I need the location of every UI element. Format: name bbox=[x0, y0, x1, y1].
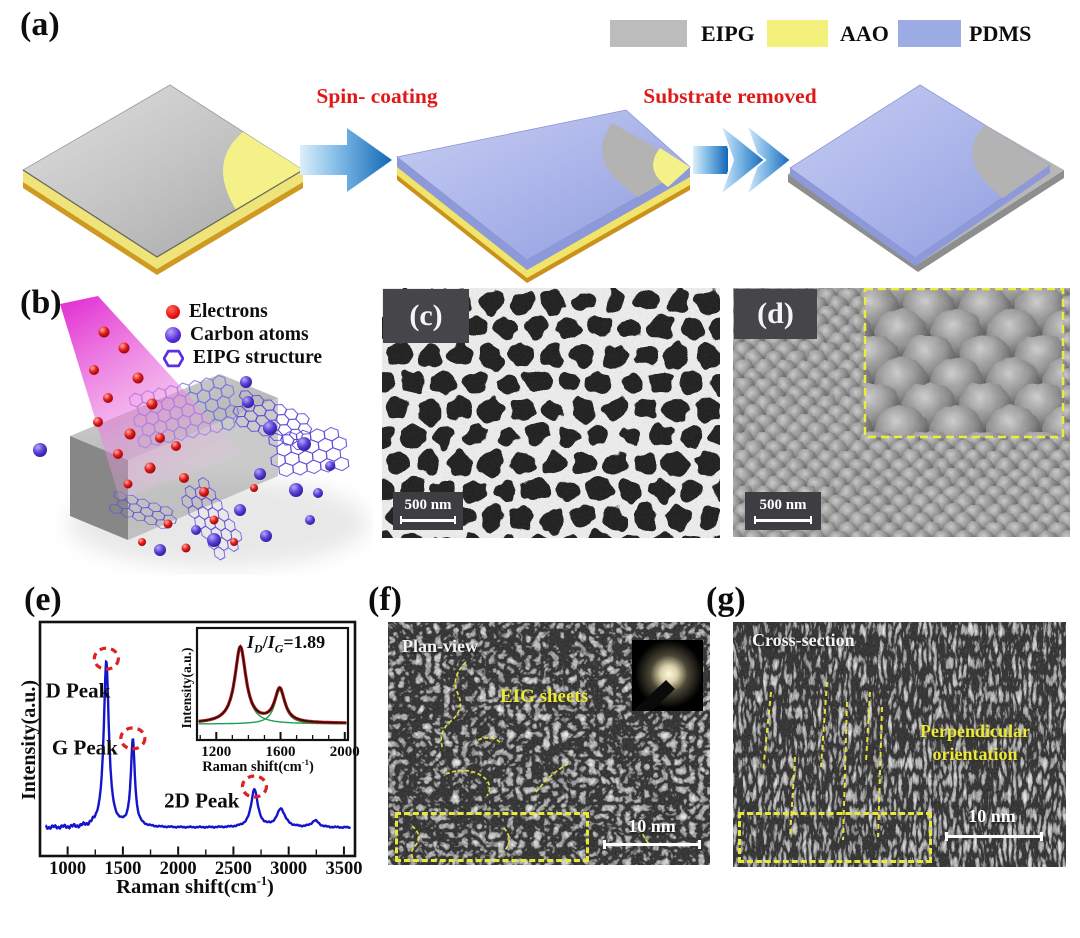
svg-text:2D Peak: 2D Peak bbox=[164, 789, 240, 813]
panel-a-label: (a) bbox=[20, 6, 60, 43]
legend-item-eipg-structure: EIPG structure bbox=[163, 347, 322, 369]
svg-text:G Peak: G Peak bbox=[52, 735, 118, 759]
scale-bar-d: 500 nm bbox=[745, 492, 821, 530]
perpendicular-orientation-label: Perpendicular orientation bbox=[920, 721, 1030, 764]
panel-c-label-box: (c) bbox=[383, 289, 469, 343]
svg-text:3000: 3000 bbox=[270, 859, 307, 879]
panel-d-inset-magnified-bumps bbox=[863, 288, 1065, 439]
panel-f-tem-plan-view-image bbox=[388, 622, 710, 865]
step-label-spin-coating: Spin- coating bbox=[316, 84, 438, 108]
scale-bar-g-line bbox=[945, 832, 1043, 841]
raman-inset-ylabel: Intensity(a.u.) bbox=[179, 647, 194, 729]
highlight-box-f bbox=[395, 812, 589, 862]
arrow-substrate-removed bbox=[693, 121, 793, 199]
traced-eig-sheets bbox=[410, 661, 652, 863]
legend-label-eipg: EIPG bbox=[701, 21, 755, 46]
svg-text:2000: 2000 bbox=[160, 859, 197, 879]
legend-swatch-eipg bbox=[610, 20, 687, 47]
eig-sheets-label: EIG sheets bbox=[500, 686, 589, 707]
panel-c-label: (c) bbox=[409, 299, 443, 332]
carbon-atom-dots bbox=[33, 376, 335, 556]
panel-f-label: (f) bbox=[368, 581, 402, 618]
panel-d-label-box: (d) bbox=[734, 289, 817, 339]
svg-text:D Peak: D Peak bbox=[46, 679, 111, 703]
electron-icon bbox=[166, 305, 180, 319]
id-ig-ratio-annotation: ID/IG=1.89 bbox=[247, 632, 326, 656]
legend-label-pdms: PDMS bbox=[969, 21, 1032, 46]
slab-pdms-eipg-freestanding bbox=[788, 84, 1064, 272]
hexagon-outline-icon bbox=[163, 349, 184, 367]
perpendicular-orientation-guides bbox=[762, 681, 883, 841]
raman-ylabel: Intensity(a.u.) bbox=[18, 680, 40, 801]
legend-swatch-aao bbox=[767, 20, 828, 47]
slab-eipg-on-aao bbox=[22, 84, 304, 275]
scale-text-f: 10 nm bbox=[628, 816, 676, 836]
legend-item-electrons: Electrons bbox=[166, 301, 268, 323]
electron-dots bbox=[89, 326, 258, 553]
panel-g-label: (g) bbox=[706, 581, 746, 618]
scale-text-g: 10 nm bbox=[968, 806, 1016, 826]
slab-pdms-on-eipg-aao bbox=[396, 109, 691, 283]
arrow-spin-coating bbox=[300, 128, 392, 192]
e-beam-irradiation-schematic bbox=[33, 296, 368, 568]
svg-text:2000: 2000 bbox=[330, 744, 360, 760]
legend-swatch-pdms bbox=[898, 20, 961, 47]
step-label-substrate-removed: Substrate removed bbox=[643, 84, 817, 108]
panel-b-label: (b) bbox=[20, 284, 62, 321]
scale-bar-f-line bbox=[603, 840, 701, 849]
legend-item-carbon-atoms: Carbon atoms bbox=[165, 324, 309, 346]
panel-d-label: (d) bbox=[757, 297, 794, 330]
panel-g-tem-cross-section-image bbox=[733, 622, 1066, 867]
panel-e-label: (e) bbox=[24, 581, 62, 618]
raman-xlabel: Raman shift(cm-1) bbox=[116, 874, 274, 898]
electron-beam bbox=[60, 296, 242, 500]
cross-section-label: Cross-section bbox=[752, 630, 855, 650]
highlight-box-g bbox=[738, 812, 932, 863]
scale-bar-c: 500 nm bbox=[393, 492, 463, 530]
scale-bar-c-line bbox=[400, 516, 456, 524]
process-schematic bbox=[22, 84, 1064, 283]
raman-spectrum-chart: 1000 1500 2000 2500 3000 3500 D Peak G Peak 2D P… bbox=[38, 620, 362, 879]
legend-label-aao: AAO bbox=[840, 21, 889, 46]
svg-text:3500: 3500 bbox=[325, 859, 362, 879]
svg-text:1000: 1000 bbox=[49, 859, 86, 879]
electron-diffraction-inset bbox=[632, 640, 703, 711]
svg-text:2500: 2500 bbox=[215, 859, 252, 879]
scale-bar-d-line bbox=[754, 516, 812, 524]
svg-text:1600: 1600 bbox=[266, 744, 296, 760]
svg-text:1500: 1500 bbox=[104, 859, 141, 879]
carbon-atom-icon bbox=[165, 327, 181, 343]
svg-text:1200: 1200 bbox=[201, 744, 231, 760]
plan-view-label: Plan-view bbox=[402, 636, 478, 656]
raman-inset-xlabel: Raman shift(cm-1) bbox=[202, 757, 314, 775]
